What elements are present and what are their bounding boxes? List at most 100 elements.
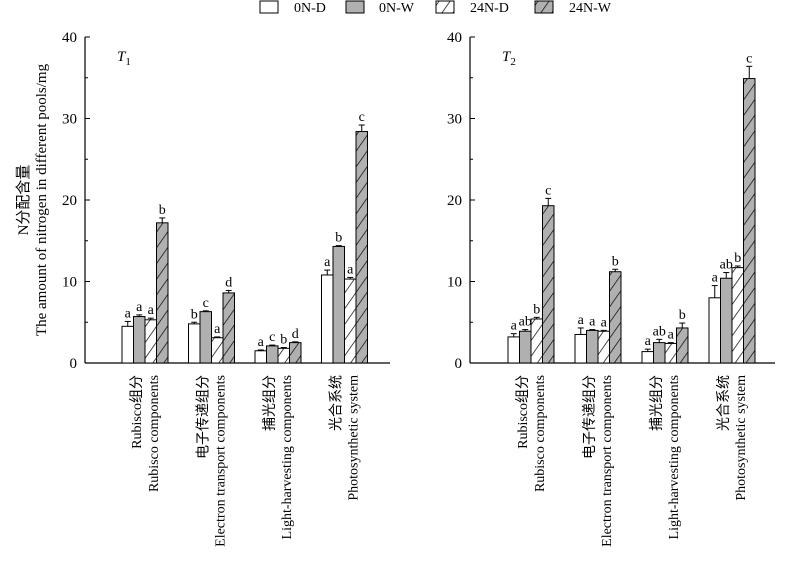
y-axis-label-cn: N分配含量 (15, 165, 32, 236)
legend-swatch-24n-d (435, 0, 455, 14)
significance-letter: a (601, 315, 608, 330)
significance-letter: a (578, 313, 585, 328)
bar-24n-w (156, 222, 169, 364)
bar-0n-d (708, 297, 721, 364)
x-category-label: 光合系统 Photosynthetic system (716, 375, 749, 501)
legend-item-0n-d: 0N-D (259, 0, 326, 16)
significance-letter: ab (519, 315, 532, 330)
significance-letter: a (712, 271, 719, 286)
significance-letter: c (746, 51, 752, 66)
significance-letter: b (734, 251, 741, 266)
bar-0n-d (574, 333, 587, 364)
bar-0n-w (133, 316, 146, 364)
panel-label: T2 (502, 49, 516, 68)
legend-swatch-0n-d (259, 0, 279, 14)
bar-24n-d (277, 347, 290, 364)
x-category-label-cn: 光合系统 (716, 375, 732, 431)
x-category-label-cn: 捕光组分 (262, 375, 278, 431)
y-tick-label: 10 (62, 275, 77, 291)
bar-24n-w (676, 327, 689, 364)
bar-24n-w (289, 342, 302, 364)
bar-24n-d (144, 319, 157, 364)
x-category-label-en: Photosynthetic system (347, 375, 362, 501)
significance-letter: a (214, 322, 221, 337)
y-tick-label: 30 (62, 112, 77, 128)
legend: 0N-D 0N-W 24N-D 24N-W (259, 0, 612, 16)
bar-0n-w (332, 245, 345, 364)
bar-0n-w (266, 345, 279, 364)
significance-letter: d (225, 275, 232, 290)
bar-24n-d (731, 267, 744, 364)
significance-letter: c (269, 330, 275, 345)
x-category-label: Rubisco组分 Rubisco components (515, 375, 548, 492)
legend-item-0n-w: 0N-W (345, 0, 415, 16)
bar-0n-d (321, 274, 334, 364)
bar-24n-d (530, 318, 543, 364)
bar-0n-w (519, 330, 532, 364)
significance-letter: b (335, 231, 342, 246)
significance-letter: a (589, 315, 596, 330)
legend-label-0n-d: 0N-D (294, 1, 326, 16)
x-category-label-en: Rubisco components (147, 375, 162, 492)
panel-label: T1 (117, 49, 131, 68)
significance-letter: a (136, 300, 143, 315)
bar-0n-w (586, 329, 599, 364)
significance-letter: b (191, 307, 198, 322)
significance-letter: a (148, 303, 155, 318)
y-axis-label-en: The amount of nitrogen in different pool… (34, 63, 50, 336)
bar-24n-w (743, 78, 756, 364)
significance-letter: b (159, 203, 166, 218)
bar-24n-d (664, 342, 677, 364)
significance-letter: c (545, 183, 551, 198)
bar-0n-w (720, 277, 733, 364)
x-category-label: 捕光组分 Light-harvesting components (649, 375, 682, 539)
y-tick-label: 30 (447, 112, 462, 128)
bar-0n-w (653, 342, 666, 364)
significance-letter: ab (720, 258, 733, 273)
significance-letter: c (359, 110, 365, 125)
x-category-label-cn: Rubisco组分 (515, 375, 531, 449)
y-tick-label: 20 (447, 193, 462, 209)
bar-0n-d (641, 351, 654, 364)
significance-letter: a (511, 319, 518, 334)
bar-24n-w (355, 131, 368, 364)
legend-item-24n-d: 24N-D (435, 0, 509, 16)
x-category-label-en: Light-harvesting components (667, 375, 682, 539)
legend-swatch-24n-w (534, 0, 554, 14)
x-category-label-en: Electron transport components (214, 375, 229, 547)
x-category-label: 光合系统 Photosynthetic system (329, 375, 362, 501)
y-tick-label: 20 (62, 193, 77, 209)
legend-label-0n-w: 0N-W (379, 1, 415, 16)
x-category-label-en: Electron transport components (600, 375, 615, 547)
y-tick-label: 10 (447, 275, 462, 291)
legend-label-24n-d: 24N-D (470, 1, 509, 16)
bar-0n-d (188, 323, 201, 364)
x-category-label-cn: 电子传递组分 (196, 375, 212, 459)
x-category-label-cn: 电子传递组分 (582, 375, 598, 459)
x-category-label: 捕光组分 Light-harvesting components (262, 375, 295, 539)
bar-24n-w (222, 292, 235, 364)
bar-24n-d (344, 278, 357, 364)
y-tick-label: 40 (62, 30, 77, 46)
y-tick-label: 0 (70, 356, 78, 372)
significance-letter: b (679, 308, 686, 323)
legend-label-24n-w: 24N-W (569, 1, 612, 16)
bar-0n-w (199, 311, 212, 364)
x-category-label-cn: 光合系统 (329, 375, 345, 431)
bar-0n-d (121, 325, 134, 364)
bar-24n-w (542, 205, 555, 364)
x-category-label-en: Light-harvesting components (280, 375, 295, 539)
significance-letter: a (645, 334, 652, 349)
significance-letter: c (203, 296, 209, 311)
y-tick-label: 0 (455, 356, 463, 372)
x-category-label: 电子传递组分 Electron transport components (196, 375, 229, 547)
y-tick-label: 40 (447, 30, 462, 46)
significance-letter: d (292, 327, 299, 342)
bar-24n-w (609, 271, 622, 364)
significance-letter: a (668, 328, 675, 343)
legend-swatch-0n-w (345, 0, 365, 14)
bar-0n-d (254, 350, 267, 364)
